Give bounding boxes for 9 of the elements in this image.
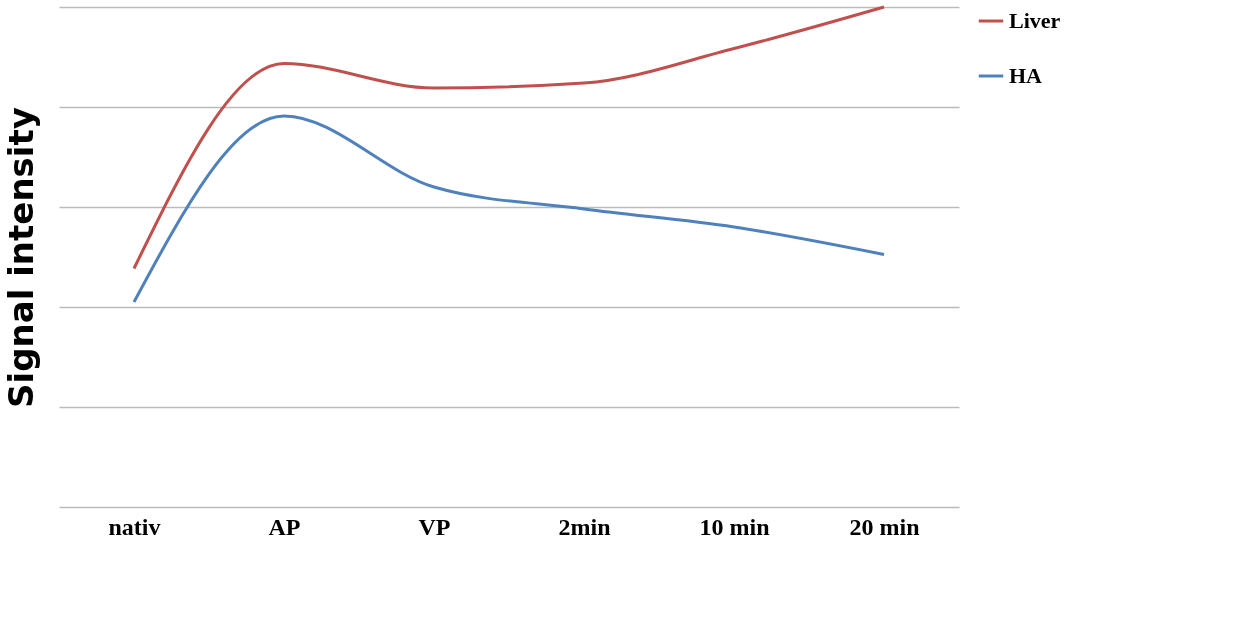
x-tick-label: VP (418, 513, 451, 540)
x-tick-label: 2min (558, 513, 611, 540)
x-tick-label: AP (268, 513, 301, 540)
x-tick-label: 20 min (849, 513, 920, 540)
y-axis-title: Signal intensity (0, 107, 41, 408)
x-tick-label: nativ (108, 513, 161, 540)
legend-label: HA (1009, 63, 1043, 88)
legend-label: Liver (1009, 8, 1061, 33)
x-tick-label: 10 min (699, 513, 770, 540)
